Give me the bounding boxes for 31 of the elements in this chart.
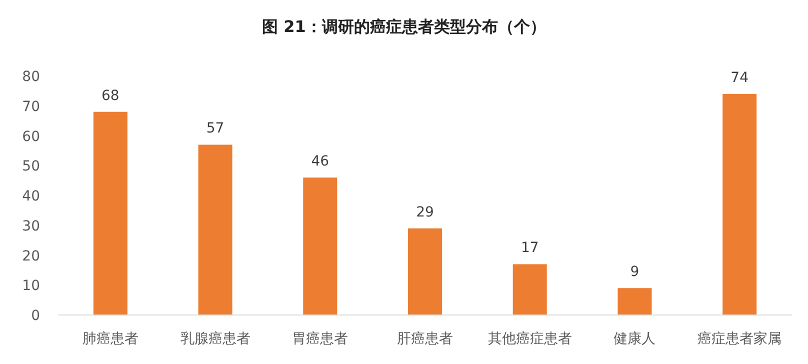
y-tick-label: 0 (31, 308, 40, 324)
y-tick-label: 10 (22, 278, 40, 294)
y-tick-label: 60 (22, 128, 40, 145)
data-label: 57 (206, 120, 224, 137)
data-label: 46 (311, 154, 330, 170)
data-label: 74 (730, 70, 749, 86)
y-tick-label: 70 (22, 98, 40, 115)
bar (303, 178, 338, 315)
y-tick-label: 20 (22, 248, 40, 264)
data-label: 17 (520, 240, 539, 256)
x-tick-label: 胃癌患者 (292, 331, 348, 347)
data-label: 29 (416, 204, 434, 220)
data-label: 68 (102, 88, 120, 104)
bar (93, 112, 128, 315)
x-tick-label: 健康人 (614, 331, 656, 347)
y-tick-label: 50 (22, 158, 40, 175)
bar (618, 288, 652, 315)
bar (512, 264, 547, 315)
x-tick-label: 肺癌患者 (82, 331, 138, 347)
x-tick-label: 乳腺癌患者 (180, 331, 250, 347)
y-tick-label: 80 (22, 69, 40, 85)
x-tick-label: 肝癌患者 (397, 331, 453, 347)
bar (198, 144, 232, 315)
chart-title: 图 21：调研的癌症患者类型分布（个） (262, 17, 546, 36)
x-tick-label: 癌症患者家属 (698, 331, 782, 347)
x-tick-label: 其他癌症患者 (488, 331, 572, 347)
y-tick-label: 30 (22, 218, 40, 234)
bar (408, 228, 442, 315)
bar (722, 94, 757, 315)
y-tick-label: 40 (22, 188, 40, 204)
data-label: 9 (630, 264, 640, 280)
